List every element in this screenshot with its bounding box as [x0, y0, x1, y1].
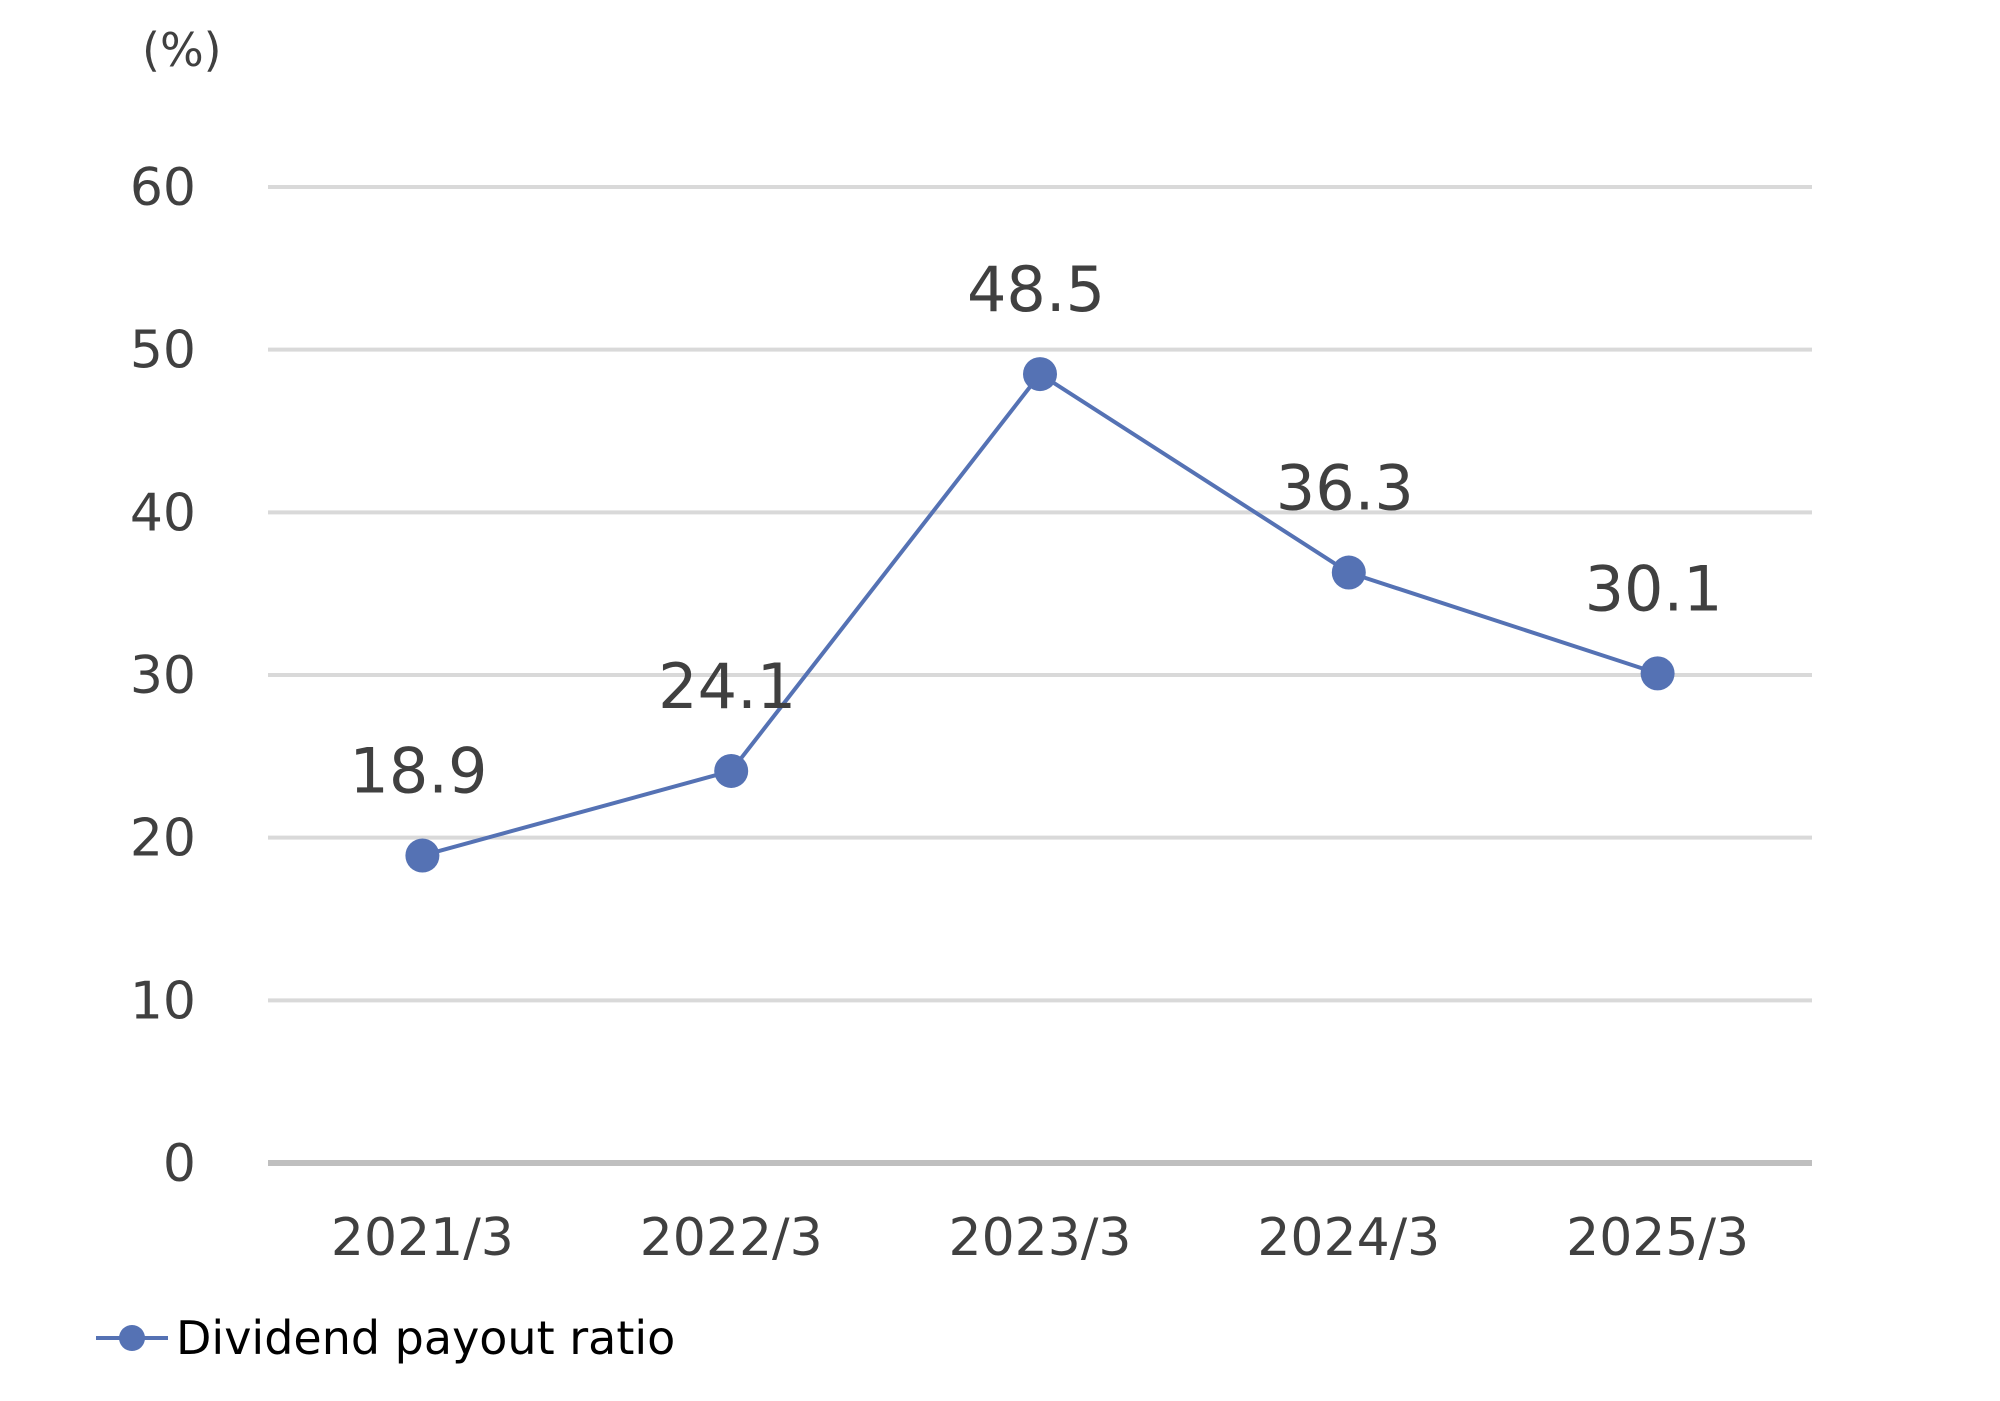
y-tick-label: 0	[163, 1134, 196, 1194]
series-line	[421, 372, 1659, 858]
x-tick-label: 2021/3	[331, 1208, 514, 1268]
x-tick-label: 2024/3	[1257, 1208, 1440, 1268]
legend-label: Dividend payout ratio	[176, 1311, 675, 1365]
y-tick-label: 50	[130, 321, 196, 381]
data-point-marker	[1640, 656, 1675, 691]
x-tick-label: 2023/3	[949, 1208, 1132, 1268]
x-axis-ticks: 2021/3 2022/3 2023/3 2024/3 2025/3	[331, 1208, 1749, 1268]
data-labels: 18.9 24.1 48.5 36.3 30.1	[349, 253, 1722, 807]
y-axis-unit-label: (%)	[142, 23, 222, 77]
y-axis-ticks: 0 10 20 30 40 50 60	[130, 158, 196, 1194]
x-tick-label: 2025/3	[1566, 1208, 1749, 1268]
y-tick-label: 20	[130, 809, 196, 869]
legend: Dividend payout ratio	[96, 1311, 675, 1365]
y-tick-label: 60	[130, 158, 196, 218]
data-label: 36.3	[1276, 452, 1414, 525]
data-label: 48.5	[967, 253, 1105, 326]
x-tick-label: 2022/3	[640, 1208, 823, 1268]
legend-marker-swatch	[119, 1325, 145, 1351]
y-tick-label: 40	[130, 483, 196, 543]
data-point-marker	[714, 753, 749, 788]
data-point-marker	[1023, 357, 1057, 392]
gridlines	[268, 185, 1812, 1166]
data-point-marker	[405, 838, 440, 873]
series-layer	[405, 357, 1675, 873]
y-tick-label: 30	[130, 646, 196, 706]
y-tick-label: 10	[130, 971, 196, 1031]
data-label: 30.1	[1585, 552, 1723, 625]
data-label: 24.1	[658, 650, 796, 723]
data-label: 18.9	[349, 735, 487, 808]
data-point-marker	[1331, 555, 1366, 590]
